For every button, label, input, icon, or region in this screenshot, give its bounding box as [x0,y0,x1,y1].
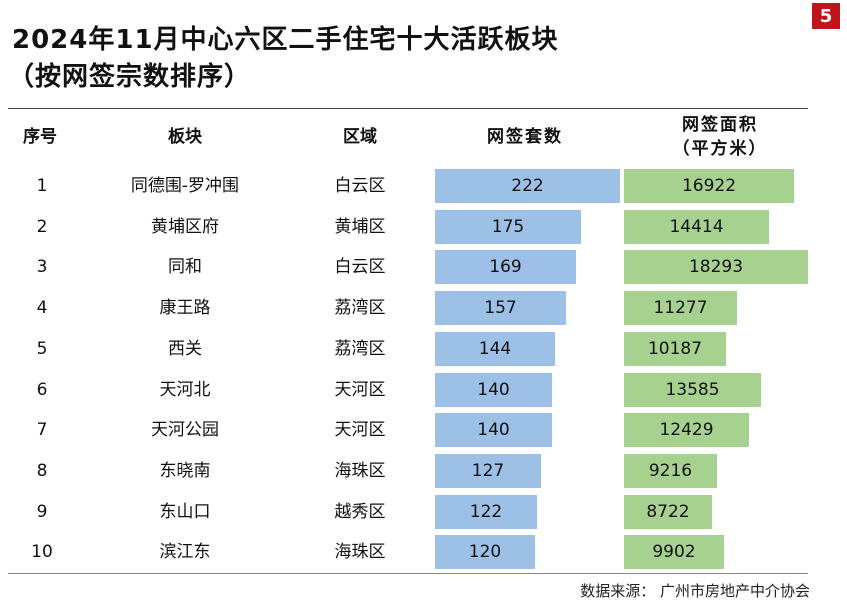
area-bar-label: 18293 [688,257,744,278]
row-district: 海珠区 [334,542,386,563]
area-bar-label: 12429 [659,420,714,441]
row-district: 白云区 [334,257,386,278]
units-bar-label: 222 [511,176,544,196]
units-bar [435,169,620,203]
area-bar [624,413,749,448]
row-district: 荔湾区 [334,298,386,319]
header-block: 板块 [168,127,202,147]
source-note: 数据来源： 广州市房地产中介协会 [580,582,810,600]
row-district: 天河区 [334,420,386,441]
row-rank: 3 [36,257,48,278]
row-block: 滨江东 [159,542,211,563]
units-bar [435,209,581,244]
row-rank: 1 [36,176,48,196]
row-block: 黄埔区府 [151,216,219,237]
area-bar [624,291,737,326]
units-bar-label: 120 [468,542,502,563]
row-block: 天河公园 [151,420,219,441]
area-bar-label: 13585 [665,379,720,400]
units-bar-label: 175 [491,216,525,237]
area-bar [624,169,794,203]
units-bar [435,413,552,448]
row-block: 天河北 [159,379,211,400]
units-bar [435,331,555,366]
units-bar [435,494,537,529]
row-block: 康王路 [159,298,211,319]
area-bar [624,453,717,488]
units-bar-label: 169 [489,257,522,278]
header-rank: 序号 [23,127,57,147]
area-bar [624,535,724,570]
row-rank: 8 [36,460,48,481]
units-bar-label: 144 [478,338,512,359]
row-rank: 2 [36,216,48,237]
units-bar [435,372,552,407]
row-rank: 9 [36,501,48,522]
row-district: 海珠区 [334,460,386,481]
units-bar [435,453,541,488]
page-subtitle: （按网签宗数排序） [8,62,252,92]
row-block: 同德围-罗冲围 [130,176,240,196]
units-bar-label: 140 [477,379,510,400]
units-bar-label: 140 [477,420,510,441]
area-bar [624,494,712,529]
table-top-rule [8,108,808,109]
area-bar-label: 16922 [681,176,737,196]
row-district: 越秀区 [334,501,386,522]
row-rank: 4 [36,298,48,319]
header-area-line2: （平方米） [672,139,768,159]
row-block: 同和 [168,257,202,278]
area-bar-label: 14414 [669,216,724,237]
area-bar [624,372,761,407]
area-bar-label: 9216 [648,460,693,481]
area-bar [624,209,769,244]
area-bar-label: 11277 [653,298,708,319]
page-number-badge: 5 [812,3,840,29]
units-bar-label: 122 [469,501,503,522]
area-bar-label: 10187 [647,338,703,359]
header-district: 区域 [343,127,377,147]
row-block: 东山口 [159,501,211,522]
table-bottom-rule [8,573,808,574]
units-bar [435,291,566,326]
area-bar-label: 9902 [652,542,696,563]
row-rank: 6 [36,379,48,400]
row-district: 荔湾区 [334,338,386,359]
area-bar [624,331,726,366]
area-bar [624,250,808,285]
header-area-line1: 网签面积 [682,115,758,135]
units-bar-label: 127 [471,460,505,481]
units-bar [435,535,535,570]
row-rank: 7 [36,420,48,441]
units-bar-label: 157 [484,298,517,319]
page-title: 2024年11月中心六区二手住宅十大活跃板块 [12,25,559,55]
row-district: 白云区 [334,176,386,196]
row-block: 西关 [168,338,202,359]
row-district: 黄埔区 [334,216,386,237]
header-units: 网签套数 [487,127,563,147]
row-rank: 5 [36,338,48,359]
area-bar-label: 8722 [646,501,690,522]
row-block: 东晓南 [159,460,211,481]
row-district: 天河区 [334,379,386,400]
units-bar [435,250,576,285]
row-rank: 10 [31,542,53,563]
